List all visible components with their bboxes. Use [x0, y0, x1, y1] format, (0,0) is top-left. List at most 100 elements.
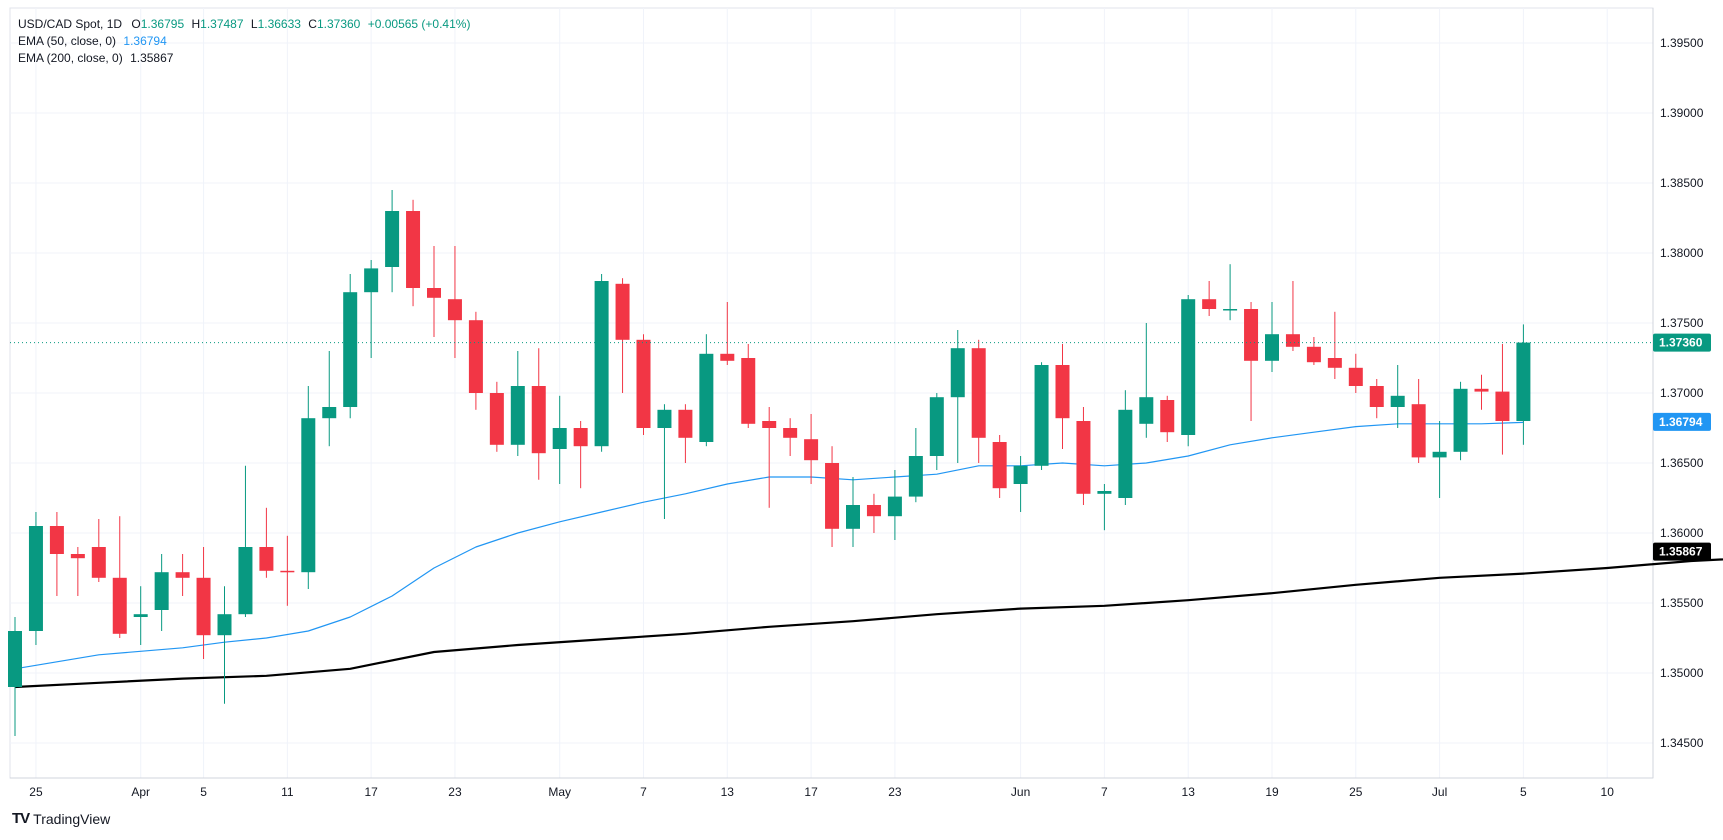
x-tick-label: 7 — [1101, 785, 1108, 799]
ohlc-low: 1.36633 — [257, 17, 301, 31]
x-tick-label: 10 — [1601, 785, 1615, 799]
price-badge: 1.37360 — [1659, 336, 1703, 350]
candle-body — [364, 268, 379, 293]
x-tick-label: 5 — [200, 785, 207, 799]
x-tick-label: 11 — [281, 785, 294, 799]
x-tick-label: 25 — [1349, 785, 1363, 799]
candle-body — [196, 577, 211, 636]
x-tick-label: 13 — [721, 785, 735, 799]
candle-body — [825, 463, 840, 529]
candle-body — [468, 320, 483, 393]
y-tick-label: 1.38000 — [1660, 246, 1704, 260]
candle-body — [1265, 334, 1279, 361]
x-tick-label: 23 — [448, 785, 462, 799]
candle-body — [1474, 388, 1489, 392]
candle-body — [49, 526, 64, 554]
x-tick-label: Jul — [1432, 785, 1447, 799]
candle-body — [1181, 299, 1196, 435]
candle-body — [1223, 309, 1238, 311]
x-tick-label: 17 — [364, 785, 378, 799]
candle-body — [762, 421, 777, 428]
candle-body — [552, 428, 567, 449]
candle-body — [238, 547, 253, 615]
ema200-badge-bg — [1653, 542, 1711, 561]
tradingview-icon: TV — [12, 810, 30, 827]
ema200-label: EMA (200, close, 0) — [18, 51, 123, 65]
legend-ema200-row[interactable]: EMA (200, close, 0) 1.35867 — [18, 50, 470, 67]
candle-body — [866, 505, 881, 517]
candle-body — [741, 358, 756, 424]
candle-body — [657, 409, 672, 428]
tradingview-logo[interactable]: TV TradingView — [12, 810, 110, 827]
candle-body — [112, 577, 127, 634]
candle-body — [636, 339, 651, 428]
candle-body — [217, 614, 232, 636]
candle-body — [70, 554, 85, 559]
candle-body — [489, 393, 504, 445]
candle-body — [1348, 367, 1363, 386]
candle-body — [971, 348, 986, 438]
y-tick-label: 1.39500 — [1660, 36, 1704, 50]
candle-body — [8, 631, 22, 687]
candle-body — [301, 418, 316, 573]
candle-body — [1202, 299, 1217, 309]
candle-body — [1285, 334, 1300, 347]
candle-body — [908, 456, 923, 497]
ohlc-open: 1.36795 — [140, 17, 185, 31]
ema50-badge-bg — [1653, 412, 1711, 431]
candle-body — [154, 572, 169, 610]
candle-body — [280, 570, 295, 573]
ohlc-high-label: H — [191, 17, 201, 31]
ohlc-close-label: C — [308, 17, 317, 31]
candle-body — [406, 211, 421, 288]
legend-ema50-row[interactable]: EMA (50, close, 0) 1.36794 — [18, 33, 470, 50]
x-tick-label: 7 — [640, 785, 647, 799]
y-tick-label: 1.37000 — [1660, 386, 1704, 400]
x-tick-label: May — [548, 785, 571, 799]
candle-body — [91, 547, 106, 578]
candle-body — [1244, 309, 1259, 361]
chart-legend: USD/CAD Spot, 1D O1.36795 H1.37487 L1.36… — [18, 16, 470, 67]
candle-body — [1118, 409, 1133, 498]
candle-body — [1369, 386, 1384, 407]
candle-body — [1139, 397, 1154, 424]
y-tick-label: 1.39000 — [1660, 106, 1704, 120]
candle-body — [1390, 395, 1405, 407]
candle-body — [531, 386, 546, 454]
candle-body — [678, 409, 693, 438]
legend-symbol-row: USD/CAD Spot, 1D O1.36795 H1.37487 L1.36… — [18, 16, 470, 33]
candle-body — [1495, 391, 1510, 421]
candle-body — [929, 397, 944, 456]
y-tick-label: 1.38500 — [1660, 176, 1704, 190]
candle-body — [1327, 358, 1342, 368]
y-tick-label: 1.34500 — [1660, 736, 1704, 750]
ohlc-open-label: O — [131, 17, 141, 31]
symbol-label: USD/CAD Spot, 1D — [18, 17, 123, 31]
candle-body — [992, 442, 1007, 489]
candle-body — [887, 496, 902, 517]
candle-body — [615, 283, 630, 340]
y-tick-label: 1.35000 — [1660, 666, 1704, 680]
candle-body — [846, 505, 860, 529]
x-tick-label: Jun — [1011, 785, 1030, 799]
ema50-value: 1.36794 — [123, 34, 167, 48]
candle-body — [28, 526, 43, 631]
tradingview-name: TradingView — [33, 810, 111, 827]
candle-body — [804, 439, 819, 461]
candle-body — [175, 572, 190, 578]
candle-body — [699, 353, 714, 442]
x-tick-label: Apr — [131, 785, 150, 799]
candle-body — [385, 211, 400, 267]
candle-body — [1453, 388, 1468, 452]
candle-body — [1306, 346, 1321, 363]
candle-body — [1097, 491, 1112, 494]
ema50-label: EMA (50, close, 0) — [18, 34, 117, 48]
candle-body — [427, 288, 441, 298]
ema200-line — [14, 558, 1723, 689]
ohlc-low-label: L — [250, 17, 258, 31]
x-tick-label: 17 — [804, 785, 818, 799]
ema200-badge: 1.35867 — [1659, 545, 1703, 559]
y-tick-label: 1.36500 — [1660, 456, 1704, 470]
